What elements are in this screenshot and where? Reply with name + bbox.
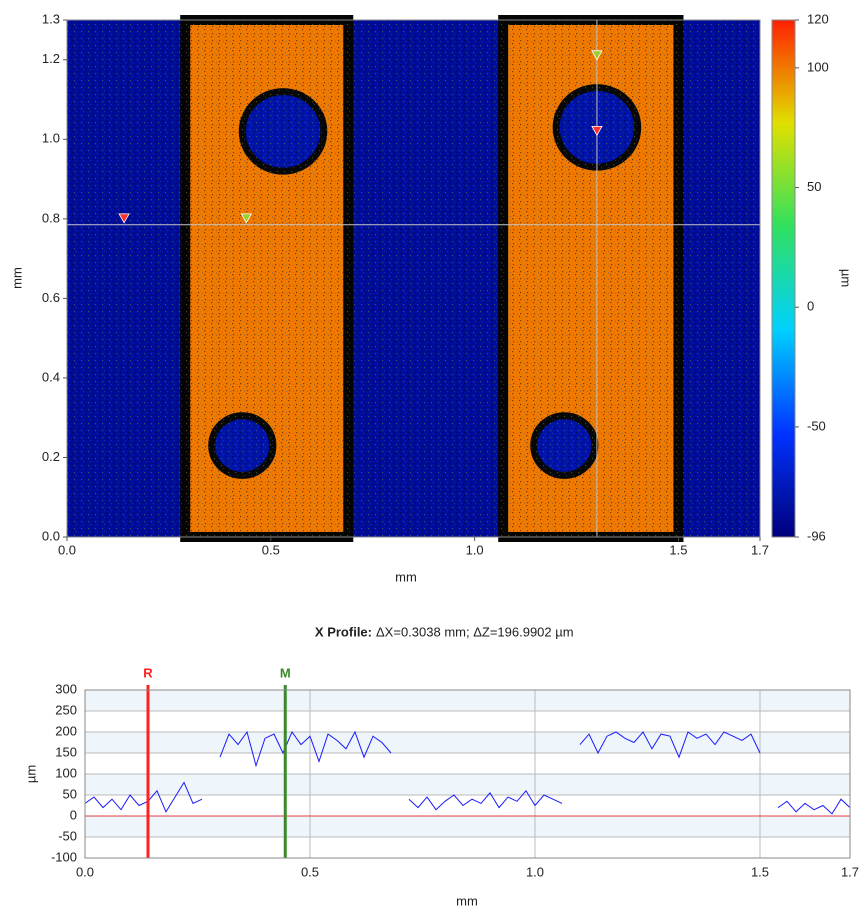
- profile-line: [84, 730, 851, 815]
- colorbar-tick-label: -96: [807, 528, 826, 543]
- band: [85, 732, 850, 753]
- plot-frame: [66, 19, 761, 538]
- colorbar-tick-label: 120: [807, 11, 829, 26]
- profile-title: X Profile:: [315, 624, 372, 639]
- y-tick-label: 1.0: [42, 131, 60, 146]
- y-tick-label: 0.8: [42, 210, 60, 225]
- plot-frame: [84, 689, 851, 859]
- y-tick-label: 100: [55, 765, 77, 780]
- y-tick-label: 300: [55, 681, 77, 696]
- y-tick-label: 0.0: [42, 528, 60, 543]
- x-tick-label: 0.5: [301, 864, 319, 879]
- y-tick-label: 0.2: [42, 449, 60, 464]
- colorbar-tick-label: 0: [807, 299, 814, 314]
- cursor-label: M: [280, 665, 291, 680]
- profile-subtitle: ΔX=0.3038 mm; ΔZ=196.9902 µm: [376, 624, 574, 639]
- y-tick-label: 0.6: [42, 290, 60, 305]
- y-tick-label: -100: [51, 849, 77, 864]
- y-tick-label: 1.3: [42, 11, 60, 26]
- marker: [118, 213, 130, 224]
- y-tick-label: 0.4: [42, 369, 60, 384]
- band: [85, 690, 850, 711]
- colorbar-label: µm: [839, 269, 854, 287]
- marker: [240, 213, 253, 224]
- x-axis-label: mm: [395, 569, 417, 584]
- texture: [67, 20, 760, 537]
- band: [85, 774, 850, 795]
- y-tick-label: 50: [63, 786, 77, 801]
- x-axis-label: mm: [456, 893, 478, 908]
- y-tick-label: 250: [55, 702, 77, 717]
- band: [85, 816, 850, 837]
- y-tick-label: -50: [58, 828, 77, 843]
- y-tick-label: 150: [55, 744, 77, 759]
- x-tick-label: 1.0: [466, 542, 484, 557]
- x-tick-label: 1.0: [526, 864, 544, 879]
- x-tick-label: 1.7: [751, 542, 769, 557]
- y-tick-label: 0: [70, 807, 77, 822]
- x-tick-label: 0.0: [58, 542, 76, 557]
- colorbar: [771, 19, 796, 538]
- y-axis-label: µm: [23, 765, 38, 783]
- x-tick-label: 1.5: [669, 542, 687, 557]
- y-tick-label: 200: [55, 723, 77, 738]
- x-tick-label: 0.0: [76, 864, 94, 879]
- cursor-label: R: [143, 665, 153, 680]
- marker: [591, 125, 603, 137]
- colorbar-tick-label: -50: [807, 418, 826, 433]
- colorbar-tick-label: 50: [807, 179, 821, 194]
- x-tick-label: 1.5: [751, 864, 769, 879]
- x-tick-label: 0.5: [262, 542, 280, 557]
- x-tick-label: 1.7: [841, 864, 859, 879]
- marker: [591, 50, 603, 61]
- y-tick-label: 1.2: [42, 51, 60, 66]
- y-axis-label: mm: [9, 267, 24, 289]
- colorbar-tick-label: 100: [807, 59, 829, 74]
